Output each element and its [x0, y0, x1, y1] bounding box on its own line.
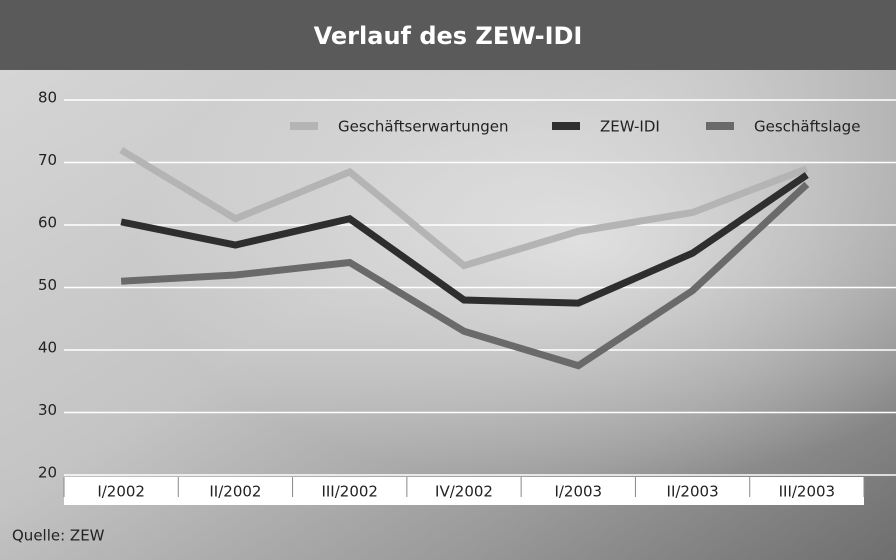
x-tick-label: IV/2002 — [435, 483, 493, 501]
y-tick-label: 30 — [38, 401, 57, 419]
x-tick-label: I/2003 — [554, 483, 602, 501]
x-tick-label: I/2002 — [97, 483, 145, 501]
legend-label: Geschäftslage — [754, 118, 860, 136]
y-tick-label: 70 — [38, 151, 57, 169]
series-line — [120, 172, 809, 307]
legend-label: ZEW-IDI — [600, 118, 660, 136]
category-band — [64, 477, 864, 505]
x-tick-label: III/2002 — [321, 483, 378, 501]
y-tick-label: 80 — [38, 89, 57, 107]
legend-label: Geschäftserwartungen — [338, 118, 509, 136]
legend-swatch — [290, 122, 318, 130]
series-line — [120, 181, 810, 370]
source: Quelle: ZEW — [12, 527, 105, 545]
y-tick-label: 20 — [38, 464, 57, 482]
x-tick-label: II/2002 — [209, 483, 261, 501]
legend-swatch — [552, 122, 580, 130]
y-tick-label: 40 — [38, 339, 57, 357]
y-tick-label: 60 — [38, 214, 57, 232]
series-line — [119, 147, 809, 270]
x-tick-label: II/2003 — [667, 483, 719, 501]
y-tick-label: 50 — [38, 276, 57, 294]
legend-swatch — [706, 122, 734, 130]
title-bar — [0, 0, 896, 70]
chart-title: Verlauf des ZEW-IDI — [314, 22, 583, 50]
x-tick-label: III/2003 — [779, 483, 836, 501]
